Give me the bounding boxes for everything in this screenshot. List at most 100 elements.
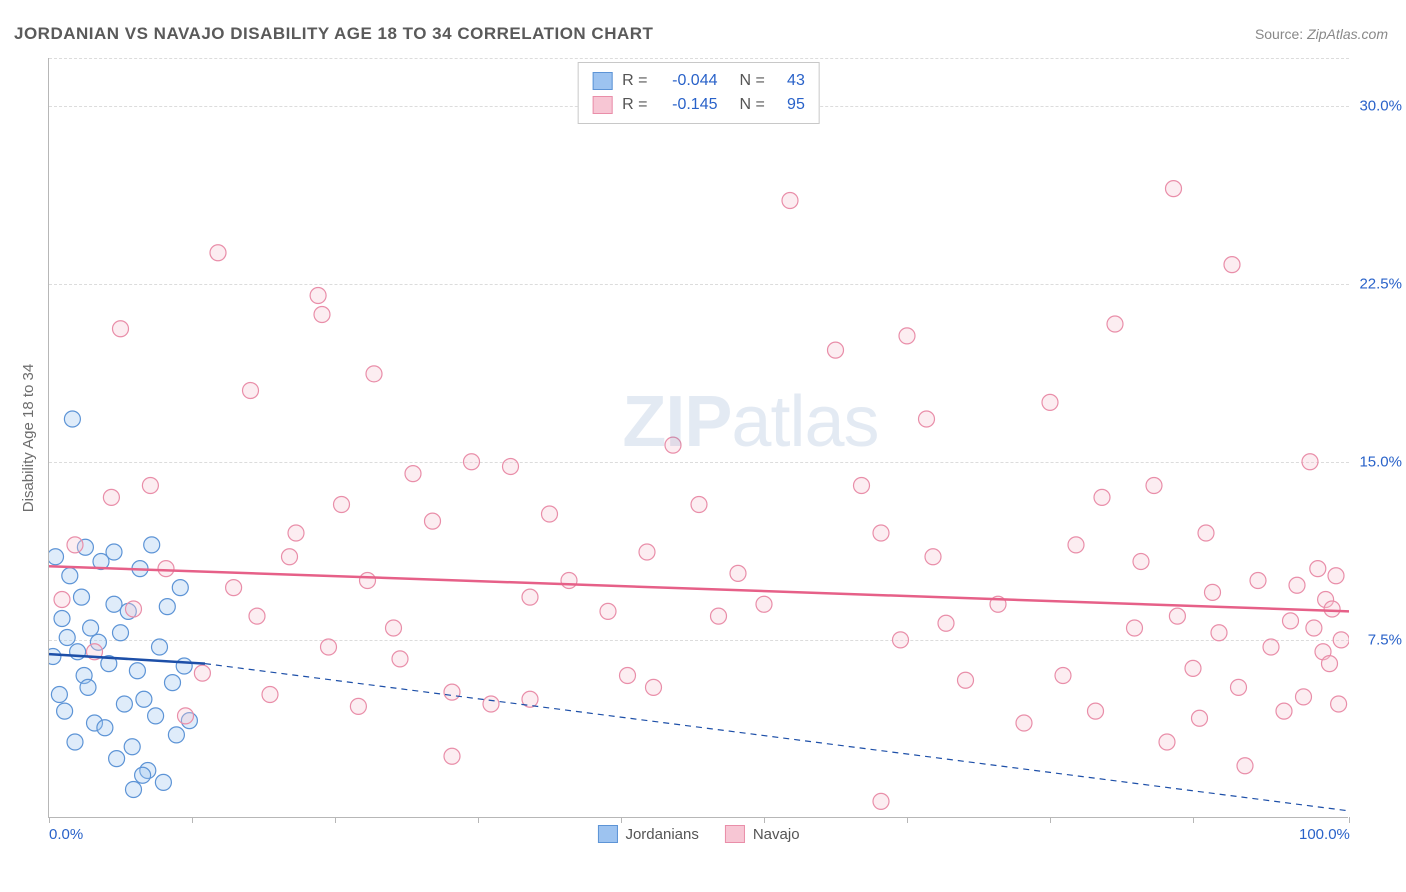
jordanians-point xyxy=(165,675,181,691)
n-label: N = xyxy=(740,96,765,114)
navajo-point xyxy=(1055,668,1071,684)
jordanians-point xyxy=(54,611,70,627)
navajo-point xyxy=(1159,734,1175,750)
navajo-point xyxy=(262,687,278,703)
navajo-point xyxy=(854,478,870,494)
jordanians-point xyxy=(144,537,160,553)
jordanians-trend-extrapolation xyxy=(205,664,1349,811)
jordanians-point xyxy=(176,658,192,674)
navajo-point xyxy=(126,601,142,617)
navajo-point xyxy=(1276,703,1292,719)
navajo-point xyxy=(711,608,727,624)
jordanians-point xyxy=(59,630,75,646)
jordanians-point xyxy=(49,649,61,665)
jordanians-point xyxy=(172,580,188,596)
navajo-point xyxy=(620,668,636,684)
navajo-point xyxy=(54,592,70,608)
navajo-point xyxy=(282,549,298,565)
navajo-point xyxy=(366,366,382,382)
jordanians-point xyxy=(152,639,168,655)
navajo-point xyxy=(360,573,376,589)
n-label: N = xyxy=(740,72,765,90)
navajo-point xyxy=(113,321,129,337)
navajo-point xyxy=(67,537,83,553)
navajo-point xyxy=(1310,561,1326,577)
navajo-point xyxy=(1263,639,1279,655)
navajo-point xyxy=(243,383,259,399)
navajo-point xyxy=(1324,601,1340,617)
navajo-point xyxy=(873,793,889,809)
navajo-point xyxy=(1224,257,1240,273)
navajo-point xyxy=(226,580,242,596)
navajo-point xyxy=(938,615,954,631)
legend-swatch-icon xyxy=(592,96,612,114)
navajo-point xyxy=(873,525,889,541)
plot-container: Disability Age 18 to 34 ZIPatlas R =-0.0… xyxy=(48,58,1392,842)
jordanians-point xyxy=(106,544,122,560)
jordanians-point xyxy=(135,767,151,783)
navajo-point xyxy=(1107,316,1123,332)
navajo-point xyxy=(646,679,662,695)
legend-label: Jordanians xyxy=(625,826,698,843)
legend-item-jordanians: Jordanians xyxy=(597,825,698,843)
navajo-point xyxy=(1133,554,1149,570)
navajo-point xyxy=(782,193,798,209)
navajo-point xyxy=(392,651,408,667)
navajo-point xyxy=(444,684,460,700)
navajo-point xyxy=(1289,577,1305,593)
navajo-point xyxy=(1192,710,1208,726)
jordanians-point xyxy=(168,727,184,743)
legend-swatch-icon xyxy=(725,825,745,843)
navajo-point xyxy=(691,497,707,513)
navajo-point xyxy=(1042,394,1058,410)
y-axis-label: Disability Age 18 to 34 xyxy=(20,364,37,512)
navajo-point xyxy=(103,489,119,505)
navajo-point xyxy=(919,411,935,427)
y-tick-label: 15.0% xyxy=(1359,453,1402,470)
r-value: -0.044 xyxy=(658,72,718,90)
legend-row-jordanians: R =-0.044N =43 xyxy=(592,69,805,93)
jordanians-point xyxy=(159,599,175,615)
navajo-point xyxy=(1185,660,1201,676)
navajo-point xyxy=(1068,537,1084,553)
navajo-point xyxy=(310,288,326,304)
navajo-point xyxy=(828,342,844,358)
navajo-point xyxy=(600,603,616,619)
r-label: R = xyxy=(622,96,647,114)
jordanians-point xyxy=(155,774,171,790)
navajo-point xyxy=(425,513,441,529)
navajo-point xyxy=(464,454,480,470)
navajo-point xyxy=(350,698,366,714)
scatter-svg xyxy=(49,58,1349,818)
navajo-point xyxy=(756,596,772,612)
jordanians-point xyxy=(57,703,73,719)
jordanians-point xyxy=(64,411,80,427)
y-tick-label: 30.0% xyxy=(1359,97,1402,114)
r-value: -0.145 xyxy=(658,96,718,114)
y-tick-label: 22.5% xyxy=(1359,275,1402,292)
jordanians-point xyxy=(109,751,125,767)
r-label: R = xyxy=(622,72,647,90)
legend-swatch-icon xyxy=(597,825,617,843)
navajo-point xyxy=(178,708,194,724)
navajo-point xyxy=(899,328,915,344)
navajo-point xyxy=(158,561,174,577)
navajo-trendline xyxy=(49,566,1349,611)
source-label: Source: xyxy=(1255,26,1303,42)
navajo-point xyxy=(1231,679,1247,695)
jordanians-point xyxy=(51,687,67,703)
navajo-point xyxy=(730,565,746,581)
navajo-point xyxy=(1205,584,1221,600)
correlation-legend: R =-0.044N =43R =-0.145N =95 xyxy=(577,62,820,124)
navajo-point xyxy=(1166,181,1182,197)
x-tick-label: 0.0% xyxy=(49,826,83,843)
navajo-point xyxy=(1322,656,1338,672)
navajo-point xyxy=(386,620,402,636)
navajo-point xyxy=(1283,613,1299,629)
navajo-point xyxy=(483,696,499,712)
navajo-point xyxy=(405,466,421,482)
x-tick-mark xyxy=(1349,817,1350,823)
navajo-point xyxy=(1198,525,1214,541)
chart-title: JORDANIAN VS NAVAJO DISABILITY AGE 18 TO… xyxy=(14,24,653,44)
navajo-point xyxy=(444,748,460,764)
